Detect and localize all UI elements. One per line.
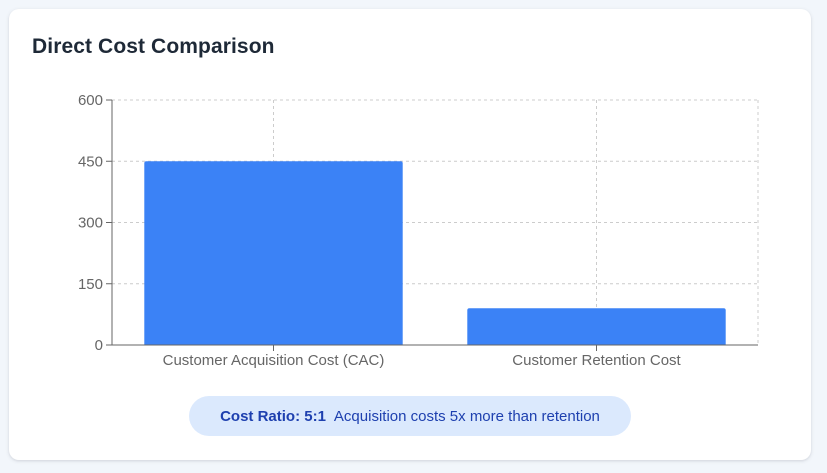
bar-chart: 0 150 300 450 600 Customer Acquisition Cost (… — [78, 92, 759, 369]
y-tick-label: 450 — [78, 153, 103, 170]
x-tick-label: Customer Acquisition Cost (CAC) — [163, 352, 385, 369]
y-tick-label: 600 — [78, 92, 103, 109]
bar — [144, 161, 403, 345]
chart-bars — [144, 161, 726, 345]
cost-ratio-description: Acquisition costs 5x more than retention — [333, 407, 600, 425]
chart-labels: 0 150 300 450 600 Customer Acquisition Cost (… — [78, 92, 682, 369]
y-tick-label: 150 — [78, 276, 103, 293]
y-tick-label: 300 — [78, 215, 103, 232]
chart-card: Direct Cost Comparison 0 150 300 450 600 Cust… — [9, 9, 811, 460]
chart-title: Direct Cost Comparison — [32, 35, 275, 58]
chart-axes — [106, 99, 758, 351]
cost-ratio-label: Cost Ratio: 5:1 — [220, 407, 326, 425]
x-tick-label: Customer Retention Cost — [512, 352, 681, 369]
y-tick-label: 0 — [95, 337, 103, 354]
cost-ratio-badge: Cost Ratio: 5:1 Acquisition costs 5x mor… — [189, 396, 631, 436]
bar — [467, 308, 726, 345]
